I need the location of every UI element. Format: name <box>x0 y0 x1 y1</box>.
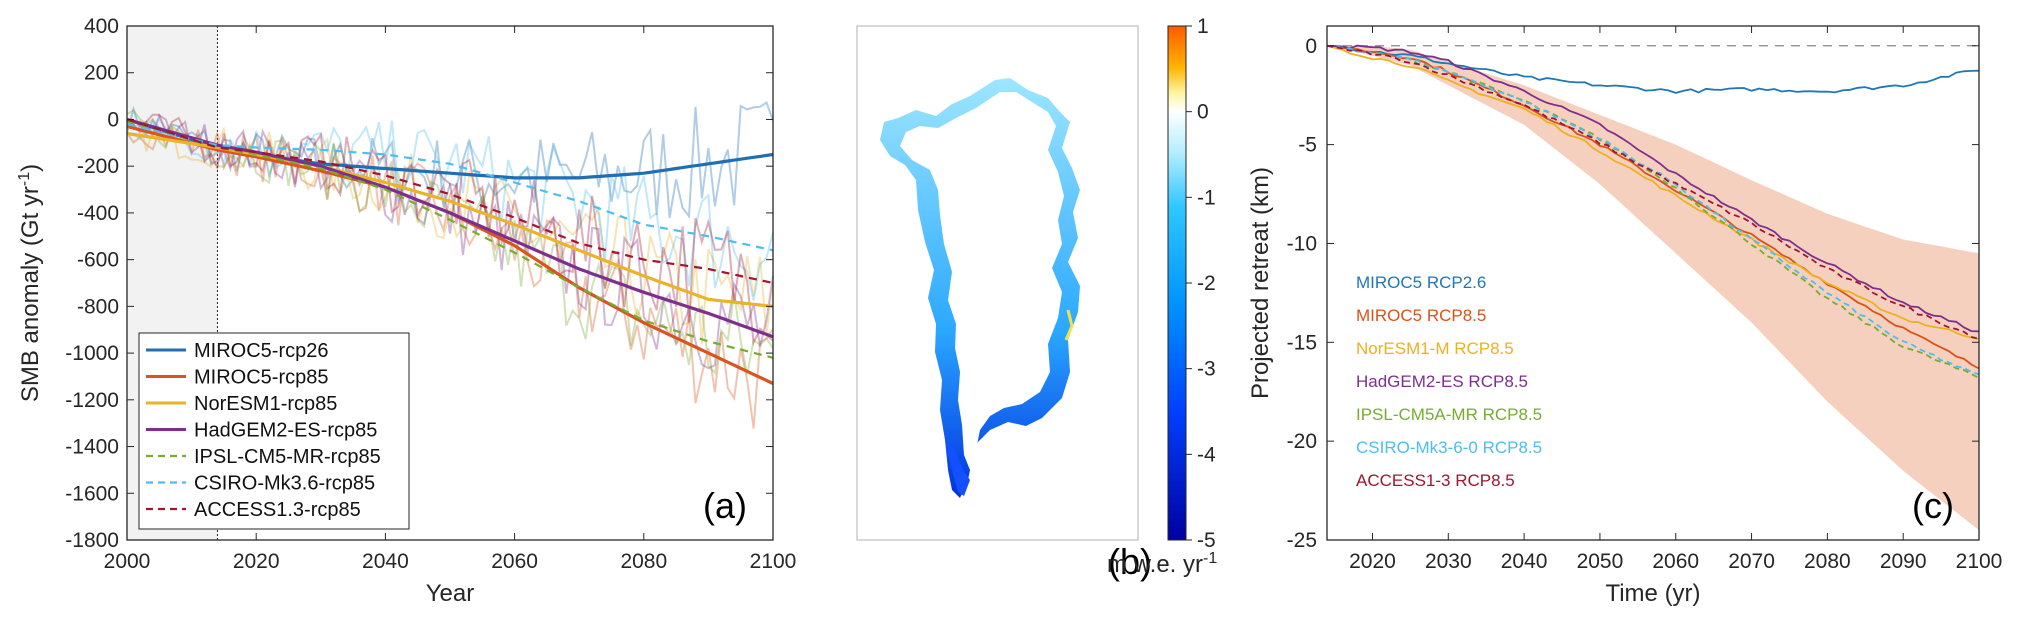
series-hadgem2-es-rcp8-5 <box>1326 44 1980 333</box>
colorbar-tick-label: -4 <box>1197 443 1216 466</box>
legend-entry: MIROC5 RCP8.5 <box>1356 306 1486 325</box>
annual-noresm1-rcp85 <box>126 119 774 345</box>
panel-a-y-axis-label: SMB anomaly (Gt yr-1) <box>16 164 44 402</box>
colorbar-tick-label: 1 <box>1197 15 1209 38</box>
legend-entry: IPSL-CM5-MR-rcp85 <box>194 446 381 468</box>
uncertainty-band <box>1327 45 1979 531</box>
x-tick-label: 2100 <box>1956 550 2003 573</box>
y-tick-label: -600 <box>77 249 119 272</box>
y-tick-label: -1400 <box>65 436 119 459</box>
y-tick-label: 0 <box>107 108 119 131</box>
y-tick-label: -15 <box>1287 331 1317 354</box>
legend-entry: CSIRO-Mk3.6-rcp85 <box>194 473 375 495</box>
legend-entry: CSIRO-Mk3-6-0 RCP8.5 <box>1356 438 1542 457</box>
y-tick-label: -200 <box>77 155 119 178</box>
x-tick-label: 2060 <box>491 550 538 573</box>
x-tick-label: 2090 <box>1880 550 1927 573</box>
x-tick-label: 2100 <box>750 550 797 573</box>
annual-access1-3-rcp85 <box>126 113 774 347</box>
y-tick-label: -10 <box>1287 232 1317 255</box>
series-hadgem2-es-rcp85 <box>126 117 774 339</box>
series-miroc5-rcp2-6 <box>1326 44 1980 94</box>
series-ipsl-cm5-mr-rcp85 <box>126 120 774 359</box>
y-tick-label: -1600 <box>65 482 119 505</box>
x-tick-label: 2020 <box>233 550 280 573</box>
panel-a-x-axis-label: Year <box>426 580 475 607</box>
panel-b-label: (b) <box>1108 541 1152 582</box>
y-tick-label: -400 <box>77 202 119 225</box>
legend-entry: NorESM1-rcp85 <box>194 393 337 415</box>
greenland-southwest-margin <box>945 440 970 496</box>
x-tick-label: 2040 <box>1501 550 1548 573</box>
annual-miroc5-rcp26 <box>126 100 774 219</box>
x-tick-label: 2070 <box>1728 550 1775 573</box>
y-tick-label: -1000 <box>65 342 119 365</box>
panel-c-x-axis-label: Time (yr) <box>1605 580 1700 607</box>
colorbar-tick-label: -2 <box>1197 272 1216 295</box>
y-tick-label: 400 <box>84 15 119 38</box>
x-tick-label: 2020 <box>1349 550 1396 573</box>
panel-c-y-axis-label: Projected retreat (km) <box>1247 167 1274 399</box>
series-noresm1-m-rcp8-5 <box>1326 44 1980 341</box>
x-tick-label: 2080 <box>1804 550 1851 573</box>
panel-a-legend: MIROC5-rcp26 MIROC5-rcp85 NorESM1-rcp85 Had… <box>138 332 410 530</box>
greenland-east-coast-positive <box>1064 309 1074 341</box>
panel-c: 2020 2030 2040 2050 2060 2070 2080 2090 2100 0 -5 -… <box>1247 25 2003 607</box>
panel-a-axes-frame <box>126 25 774 541</box>
legend-entry: MIROC5 RCP2.6 <box>1356 273 1486 292</box>
panel-a-series <box>126 117 774 385</box>
panel-c-label: (c) <box>1912 485 1954 526</box>
x-tick-label: 2040 <box>362 550 409 573</box>
y-tick-label: -1800 <box>65 529 119 552</box>
legend-entry: NorESM1-M RCP8.5 <box>1356 339 1514 358</box>
panel-c-series <box>1326 44 1980 379</box>
y-tick-label: 0 <box>1305 35 1317 58</box>
colorbar-unit-label: m w.e. yr-1 <box>1107 550 1217 578</box>
legend-entry: MIROC5-rcp26 <box>194 340 328 362</box>
x-tick-label: 2000 <box>104 550 151 573</box>
panel-c-legend: MIROC5 RCP2.6 MIROC5 RCP8.5 NorESM1-M RCP8… <box>1356 273 1542 490</box>
y-tick-label: -25 <box>1287 529 1317 552</box>
greenland-interior <box>900 92 1064 470</box>
colorbar-tick-label: -1 <box>1197 186 1216 209</box>
x-tick-label: 2080 <box>620 550 667 573</box>
panel-a-label: (a) <box>703 485 747 526</box>
series-access1-3-rcp8-5 <box>1326 44 1980 340</box>
colorbar-tick-label: 0 <box>1197 101 1209 124</box>
x-tick-label: 2060 <box>1652 550 1699 573</box>
series-access1-3-rcp85 <box>126 118 774 285</box>
legend-entry: HadGEM2-ES RCP8.5 <box>1356 372 1528 391</box>
panel-a: 2000 2020 2040 2060 2080 21004002000-200-400-… <box>16 15 796 607</box>
x-tick-label: 2030 <box>1425 550 1472 573</box>
legend-entry: IPSL-CM5A-MR RCP8.5 <box>1356 405 1542 424</box>
y-tick-label: -20 <box>1287 430 1317 453</box>
greenland-map <box>880 78 1080 498</box>
legend-entry: ACCESS1-3 RCP8.5 <box>1356 471 1515 490</box>
panel-c-axes-frame <box>1326 25 1980 541</box>
y-tick-label: -800 <box>77 295 119 318</box>
panel-b: 1 0 -1 -2 -3 -4 -5 (b) m w.e. yr-1 <box>856 15 1217 582</box>
x-tick-label: 2050 <box>1577 550 1624 573</box>
colorbar-tick-label: -3 <box>1197 358 1216 381</box>
panel-c-ticks: 2020 2030 2040 2050 2060 2070 2080 2090 2100 0 -5 -… <box>1287 26 2003 573</box>
panel-a-ticks: 2000 2020 2040 2060 2080 21004002000-200-400-… <box>65 15 796 573</box>
legend-entry: MIROC5-rcp85 <box>194 367 328 389</box>
legend-entry: HadGEM2-ES-rcp85 <box>194 420 377 442</box>
series-csiro-mk3-6-rcp85 <box>126 123 774 252</box>
colorbar-ticks: 1 0 -1 -2 -3 -4 -5 <box>1186 15 1216 552</box>
colorbar <box>1167 25 1187 541</box>
y-tick-label: 200 <box>84 62 119 85</box>
y-tick-label: -1200 <box>65 389 119 412</box>
legend-entry: ACCESS1.3-rcp85 <box>194 499 361 521</box>
colorbar-tick-label: -5 <box>1197 529 1216 552</box>
series-csiro-mk3-6-0-rcp8-5 <box>1326 44 1980 376</box>
y-tick-label: -5 <box>1298 134 1317 157</box>
